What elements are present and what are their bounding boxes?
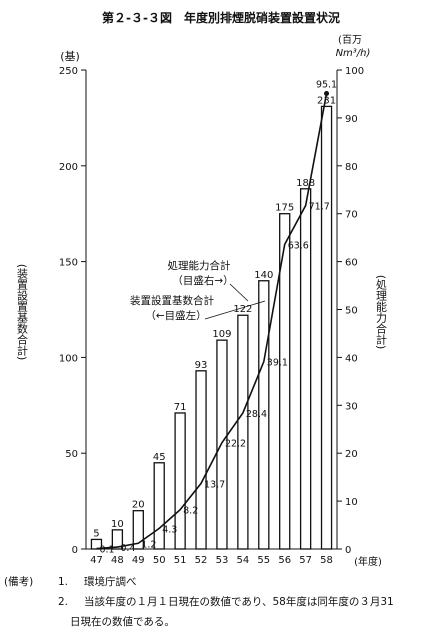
note-1-number: 1. <box>58 576 69 588</box>
left-ticks: 0 50 100 150 200 250 <box>59 66 86 556</box>
left-tick-label: 100 <box>59 353 78 364</box>
x-tick-label: 56 <box>278 555 291 566</box>
line-annotation-scale: （目盛右→） <box>172 274 233 287</box>
bar-value-label: 175 <box>275 203 294 214</box>
x-tick-label: 55 <box>257 555 270 566</box>
right-tick-label: 40 <box>345 353 358 364</box>
line-value-label: 28.4 <box>246 409 267 420</box>
right-tick-label: 90 <box>345 114 358 125</box>
line-series: 0.1 0.4 1.2 4.3 8.2 13.7 22.2 28.4 39.1 63.6 71.7 9… <box>96 79 337 556</box>
x-tick-label: 49 <box>132 555 145 566</box>
x-tick-label: 48 <box>111 555 124 566</box>
right-tick-label: 10 <box>345 497 358 508</box>
x-tick-label: 52 <box>195 555 208 566</box>
bar-value-label: 45 <box>153 452 166 463</box>
bar-value-label: 20 <box>132 500 145 511</box>
right-tick-label: 80 <box>345 162 358 173</box>
left-axis-title: (装置設置基数合計) <box>16 264 29 361</box>
x-tick-label: 58 <box>320 555 333 566</box>
line-value-label: 22.2 <box>225 439 246 450</box>
x-unit-label: (年度) <box>354 555 382 568</box>
right-tick-label: 20 <box>345 449 358 460</box>
line-value-label: 63.6 <box>288 240 309 251</box>
right-unit-label-line1: (百万 <box>338 34 362 46</box>
bar-value-label: 109 <box>212 329 231 340</box>
line-value-label: 4.3 <box>162 524 177 535</box>
x-tick-label: 54 <box>237 555 250 566</box>
line-value-label: 39.1 <box>267 358 288 369</box>
line-value-label: 13.7 <box>204 479 225 490</box>
bar-series: 5 10 20 45 71 93 109 122 140 175 188 231 <box>90 95 336 550</box>
bar <box>279 213 291 550</box>
x-tick-label: 50 <box>153 555 166 566</box>
right-tick-label: 50 <box>345 306 358 317</box>
x-ticks: 47 48 49 50 51 52 53 54 55 56 57 58 <box>90 555 333 566</box>
note-2-number: 2. <box>58 596 69 608</box>
x-tick-label: 53 <box>216 555 229 566</box>
line-endpoint <box>324 90 330 96</box>
line-path <box>96 93 328 550</box>
bar-value-label: 140 <box>254 270 273 281</box>
x-tick-label: 51 <box>174 555 187 566</box>
svg-text:(装置設置基数合計): (装置設置基数合計) <box>16 264 29 361</box>
bar <box>195 370 207 550</box>
bar <box>258 280 270 550</box>
note-1-text: 環境庁調べ <box>84 576 137 588</box>
chart: 第２-３-３図 年度別排煙脱硝装置設置状況 (基) (百万 Nm³/h) (装置… <box>16 10 388 568</box>
bar-annotation: 装置設置基数合計 （←目盛左） <box>130 294 266 322</box>
bar-annotation-name: 装置設置基数合計 <box>130 294 214 307</box>
line-value-label: 1.2 <box>141 539 156 550</box>
right-tick-label: 70 <box>345 210 358 221</box>
bar-value-label: 231 <box>317 95 336 106</box>
bar-value-label: 10 <box>111 519 124 530</box>
right-ticks: 0 10 20 30 40 50 60 70 80 90 100 <box>337 66 364 556</box>
bar <box>299 188 312 550</box>
line-value-label: 0.4 <box>120 543 135 554</box>
bar-value-label: 5 <box>93 528 99 539</box>
left-tick-label: 200 <box>59 162 78 173</box>
right-axis-title: (処理能力合計) <box>375 275 388 350</box>
notes-heading: (備考) <box>4 576 34 588</box>
line-value-label: 71.7 <box>309 202 330 213</box>
line-value-label: 0.1 <box>99 545 114 556</box>
right-tick-label: 100 <box>345 66 364 77</box>
right-tick-label: 0 <box>345 545 351 556</box>
line-annotation-leader <box>229 283 249 302</box>
note-2-text: 当該年度の１月１日現在の数値であり、58年度は同年度の３月31 <box>84 596 394 608</box>
line-annotation-name: 処理能力合計 <box>168 259 231 272</box>
x-tick-label: 47 <box>90 555 103 566</box>
left-tick-label: 250 <box>59 66 78 77</box>
bar <box>132 510 144 550</box>
chart-title: 第２-３-３図 年度別排煙脱硝装置設置状況 <box>102 10 340 25</box>
bar <box>216 339 228 550</box>
bar <box>111 529 124 550</box>
svg-text:(処理能力合計): (処理能力合計) <box>375 275 388 350</box>
left-tick-label: 150 <box>59 258 78 269</box>
bar <box>237 314 249 550</box>
x-tick-label: 57 <box>299 555 312 566</box>
right-tick-label: 60 <box>345 258 358 269</box>
right-tick-label: 30 <box>345 401 358 412</box>
left-unit-label: (基) <box>60 50 80 63</box>
note-2-continuation: 日現在の数値である。 <box>70 616 175 628</box>
bar-value-label: 93 <box>195 360 208 371</box>
bar <box>90 538 103 550</box>
bar-value-label: 122 <box>233 304 252 315</box>
line-value-label: 8.2 <box>183 506 198 517</box>
line-annotation: 処理能力合計 （目盛右→） <box>168 259 249 302</box>
bar <box>320 105 333 550</box>
bar <box>174 412 186 550</box>
right-unit-label-line2: Nm³/h) <box>336 48 371 59</box>
line-value-label: 95.1 <box>316 79 337 90</box>
bar-annotation-scale: （←目盛左） <box>145 309 206 322</box>
bar-value-label: 188 <box>296 178 315 189</box>
left-tick-label: 0 <box>72 545 78 556</box>
bar-value-label: 71 <box>174 402 187 413</box>
bar <box>153 462 165 550</box>
left-tick-label: 50 <box>65 449 78 460</box>
bar-annotation-leader <box>204 300 266 320</box>
